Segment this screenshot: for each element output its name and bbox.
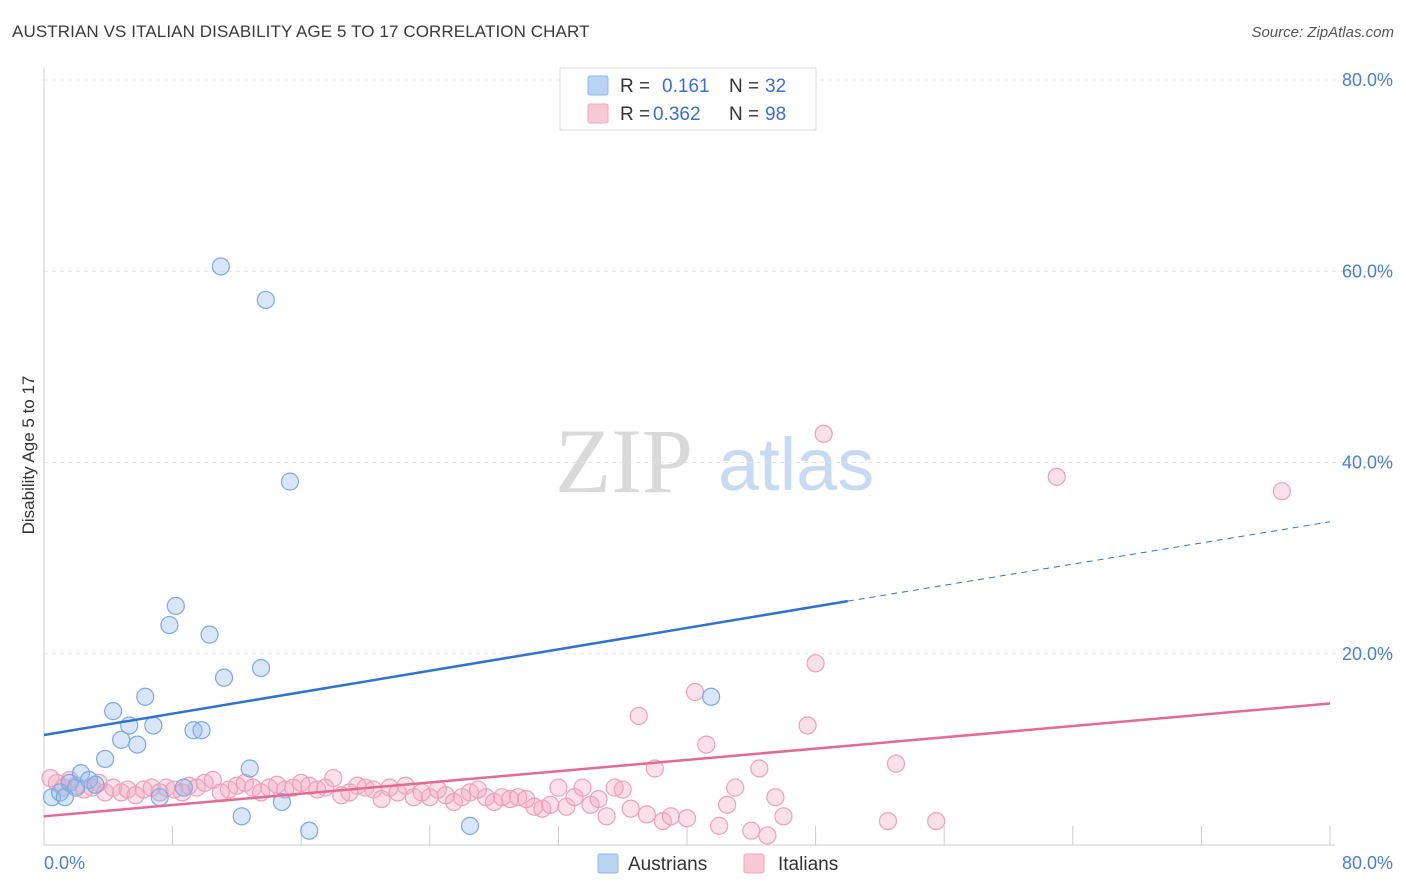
austrians-point-28 [272, 792, 292, 812]
series-legend: Austrians Italians [597, 853, 838, 875]
austrians-point-14 [144, 716, 163, 735]
italians-point-88 [758, 826, 777, 845]
italians-point-70 [589, 789, 608, 809]
italians-point-90 [774, 807, 793, 826]
italians-point-87 [750, 759, 769, 778]
austrians-point-25 [240, 759, 259, 778]
watermark-atlas: atlas [718, 423, 874, 506]
y-tick-labels: 20.0% 40.0% 60.0% 80.0% [1342, 70, 1393, 664]
italians-point-71 [597, 807, 616, 826]
bottom-swatch-austrians [597, 853, 619, 874]
italians-point-80 [677, 809, 697, 828]
austrians-point-18 [174, 778, 193, 797]
austrians-point-23 [214, 668, 234, 687]
watermark: ZIP atlas [555, 410, 874, 512]
italians-point-96 [927, 811, 946, 831]
austrians-point-30 [300, 821, 319, 840]
legend-r-value-italians: 0.362 [653, 104, 701, 125]
italians-point-37 [324, 768, 343, 788]
austrians-point-32 [702, 687, 721, 706]
italians-point-97 [1047, 467, 1066, 486]
legend-r-label-austrians: R = [620, 76, 650, 97]
italians-trend-line [43, 702, 1331, 818]
x-tick-labels: 0.0% 80.0% [44, 853, 1393, 873]
austrians-point-26 [251, 658, 271, 678]
italians-point-79 [661, 807, 681, 826]
austrians-point-29 [280, 472, 300, 491]
legend-n-value-austrians: 32 [765, 76, 786, 97]
italians-point-64 [541, 795, 560, 814]
axes [43, 68, 1335, 846]
austrians-point-7 [86, 775, 105, 794]
legend-n-label-austrians: N = [729, 76, 759, 97]
italians-point-74 [621, 799, 640, 818]
austrians-point-21 [200, 625, 219, 644]
italians-point-65 [549, 778, 568, 797]
austrians-point-12 [128, 735, 147, 754]
trend-lines [43, 521, 1331, 818]
austrians-point-16 [160, 615, 179, 635]
austrians-points [42, 257, 721, 840]
chart-title: AUSTRIAN VS ITALIAN DISABILITY AGE 5 TO … [12, 22, 590, 41]
watermark-zip: ZIP [555, 410, 693, 512]
italians-point-91 [798, 716, 817, 735]
italians-point-68 [573, 778, 592, 797]
italians-point-94 [878, 811, 898, 831]
italians-point-93 [814, 424, 833, 443]
austrians-trend-line [43, 599, 848, 737]
austrians-point-20 [192, 721, 211, 740]
italians-point-73 [613, 780, 632, 799]
italians-point-76 [637, 805, 656, 824]
italians-point-89 [766, 788, 785, 807]
x-tick-label-0: 0.0% [44, 853, 85, 873]
austrians-point-22 [211, 257, 230, 276]
italians-point-84 [718, 795, 737, 814]
legend-n-value-italians: 98 [765, 104, 786, 125]
italians-point-92 [806, 654, 825, 673]
italians-point-82 [697, 735, 716, 754]
x-tick-label-1: 80.0% [1342, 853, 1393, 873]
italians-point-75 [629, 706, 648, 726]
austrians-point-27 [256, 290, 275, 310]
legend-r-label-italians: R = [620, 104, 650, 125]
legend-swatch-austrians [587, 75, 609, 96]
bottom-legend-austrians: Austrians [628, 854, 707, 875]
austrians-trend-extension [847, 521, 1331, 602]
austrians-point-8 [95, 749, 115, 769]
legend-r-value-austrians: 0.161 [662, 76, 710, 97]
austrians-point-9 [104, 702, 123, 721]
y-axis-label: Disability Age 5 to 17 [19, 376, 38, 535]
italians-point-83 [710, 816, 729, 835]
italians-point-95 [886, 754, 906, 773]
austrians-point-17 [166, 596, 185, 616]
y-tick-label-0: 20.0% [1342, 644, 1393, 664]
y-tick-label-1: 40.0% [1342, 453, 1393, 473]
austrians-point-31 [460, 816, 480, 835]
stats-legend: R = 0.161 N = 32 R = 0.362 N = 98 [559, 67, 817, 131]
y-tick-label-3: 80.0% [1342, 70, 1393, 90]
y-tick-label-2: 60.0% [1342, 261, 1393, 281]
bottom-legend-italians: Italians [778, 854, 838, 875]
grid-lines [44, 79, 1395, 655]
legend-swatch-italians [587, 103, 609, 124]
italians-point-81 [685, 682, 705, 702]
austrians-point-15 [150, 788, 169, 807]
italians-point-85 [726, 778, 745, 797]
italians-point-86 [742, 821, 761, 840]
legend-n-label-italians: N = [729, 104, 759, 125]
bottom-swatch-italians [743, 853, 765, 874]
austrians-point-24 [232, 807, 251, 826]
italians-point-98 [1272, 482, 1291, 501]
austrians-point-13 [136, 687, 155, 706]
source-label: Source: ZipAtlas.com [1251, 24, 1394, 41]
